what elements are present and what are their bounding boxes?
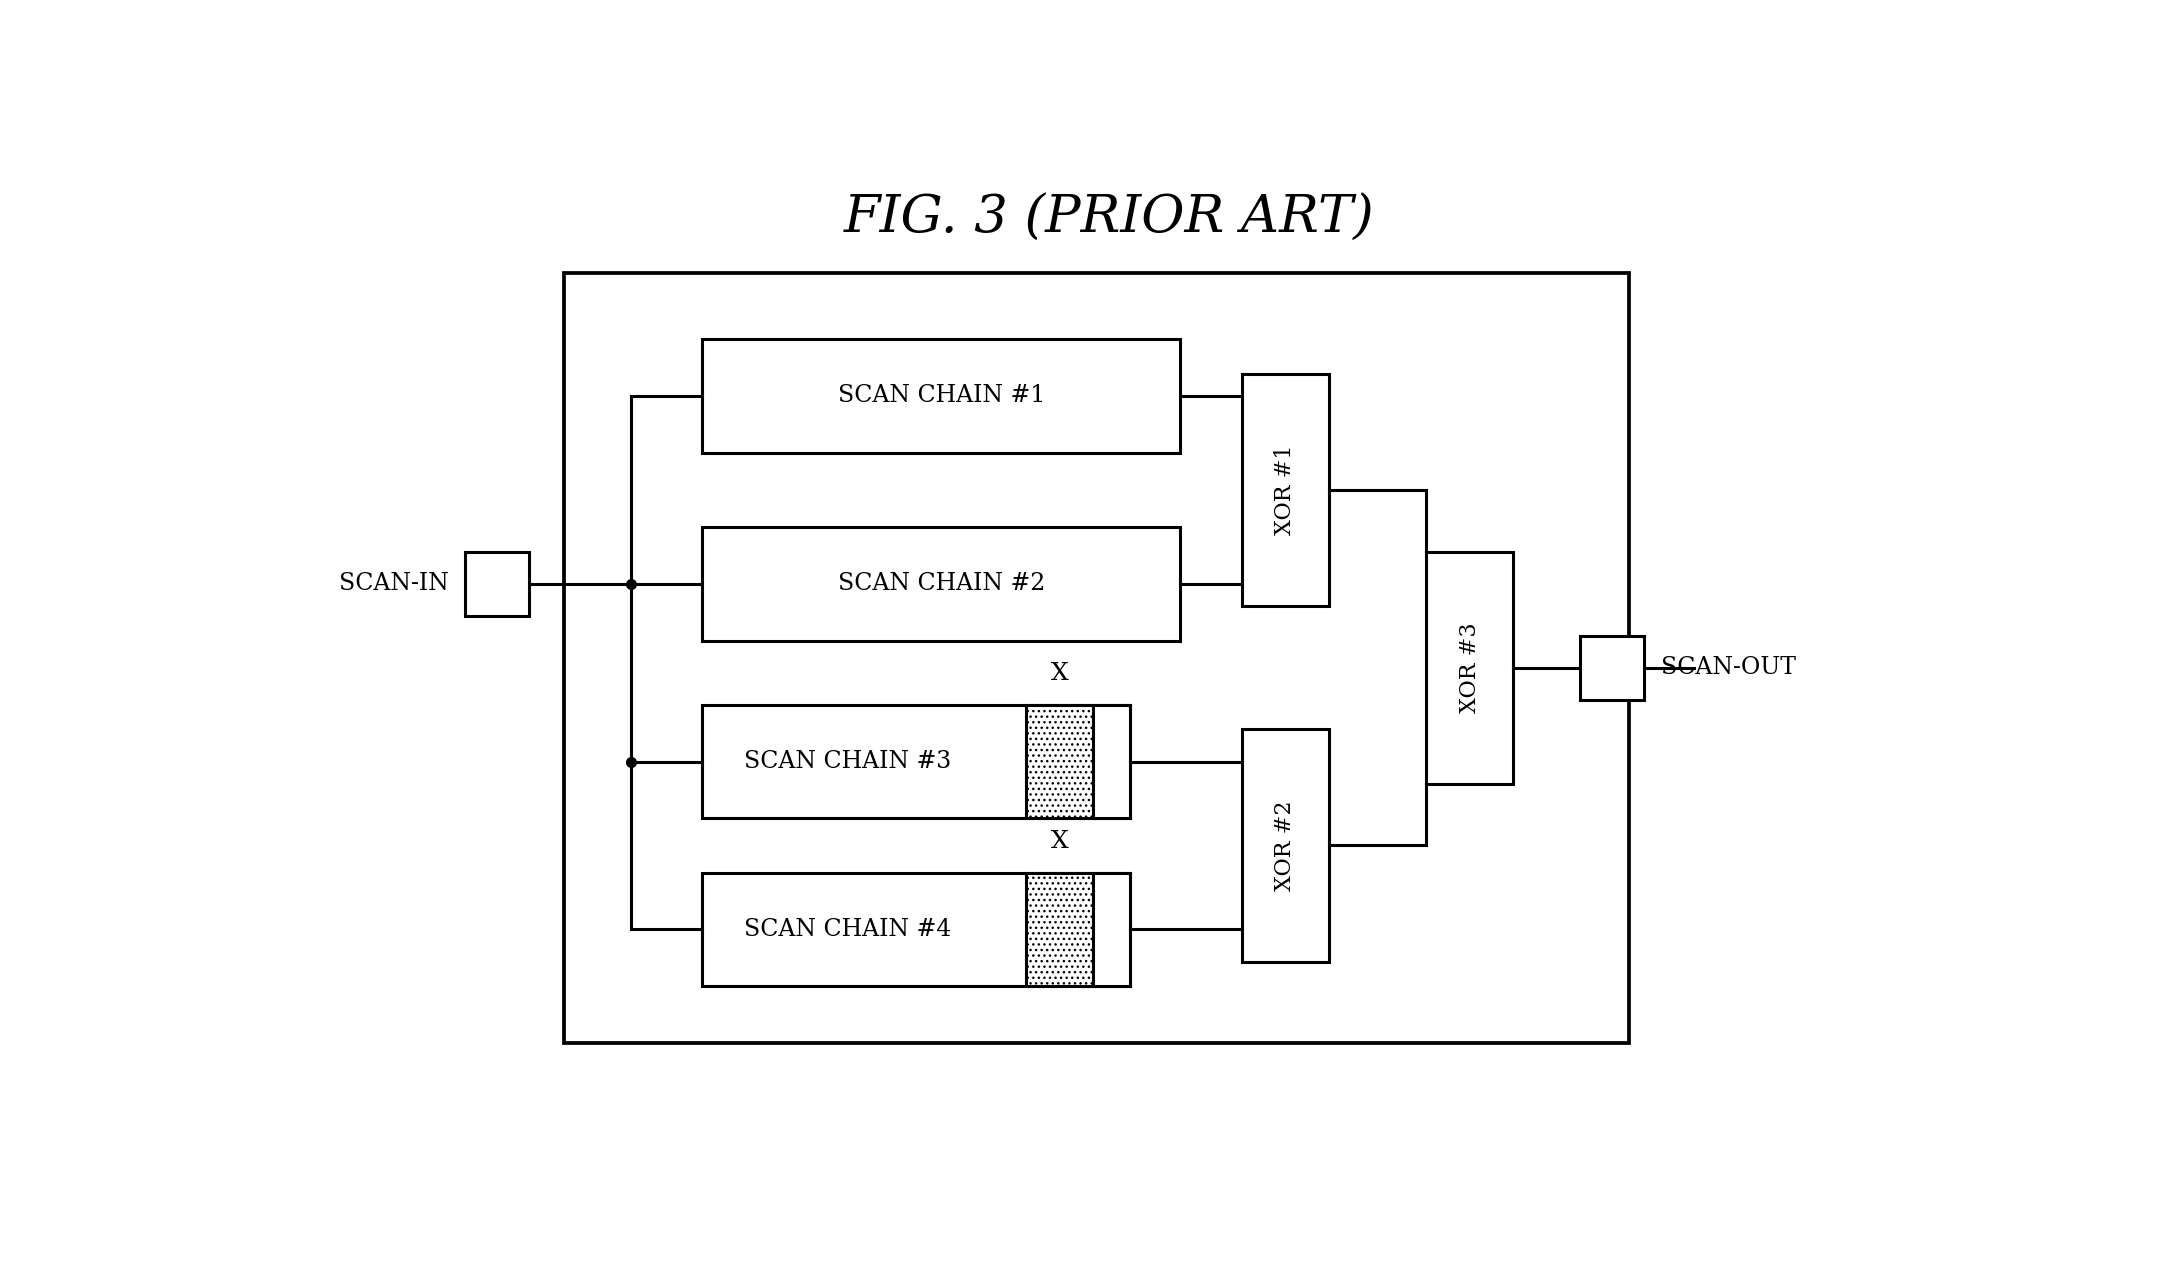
Bar xyxy=(465,552,528,616)
Text: X: X xyxy=(1052,830,1069,852)
Bar xyxy=(1242,373,1329,606)
Bar xyxy=(565,272,1629,1043)
Text: SCAN CHAIN #2: SCAN CHAIN #2 xyxy=(837,572,1045,595)
Text: SCAN-IN: SCAN-IN xyxy=(338,572,448,595)
Text: SCAN CHAIN #3: SCAN CHAIN #3 xyxy=(744,751,950,774)
Bar xyxy=(1580,635,1645,699)
Text: XOR #3: XOR #3 xyxy=(1459,622,1480,713)
Text: SCAN-OUT: SCAN-OUT xyxy=(1660,656,1796,679)
Bar xyxy=(1026,872,1093,987)
Bar xyxy=(1093,872,1130,987)
Bar xyxy=(1093,704,1130,819)
Bar xyxy=(703,872,1130,987)
Bar xyxy=(1242,730,1329,961)
Bar xyxy=(703,339,1179,453)
Text: XOR #1: XOR #1 xyxy=(1275,445,1296,535)
Text: SCAN CHAIN #4: SCAN CHAIN #4 xyxy=(744,917,952,940)
Bar xyxy=(703,704,1130,819)
Text: X: X xyxy=(1052,662,1069,685)
Bar xyxy=(1026,704,1093,819)
Text: SCAN CHAIN #1: SCAN CHAIN #1 xyxy=(837,385,1045,408)
Text: XOR #2: XOR #2 xyxy=(1275,801,1296,890)
Bar xyxy=(1426,552,1513,784)
Text: FIG. 3 (PRIOR ART): FIG. 3 (PRIOR ART) xyxy=(844,192,1374,244)
Bar xyxy=(703,527,1179,640)
